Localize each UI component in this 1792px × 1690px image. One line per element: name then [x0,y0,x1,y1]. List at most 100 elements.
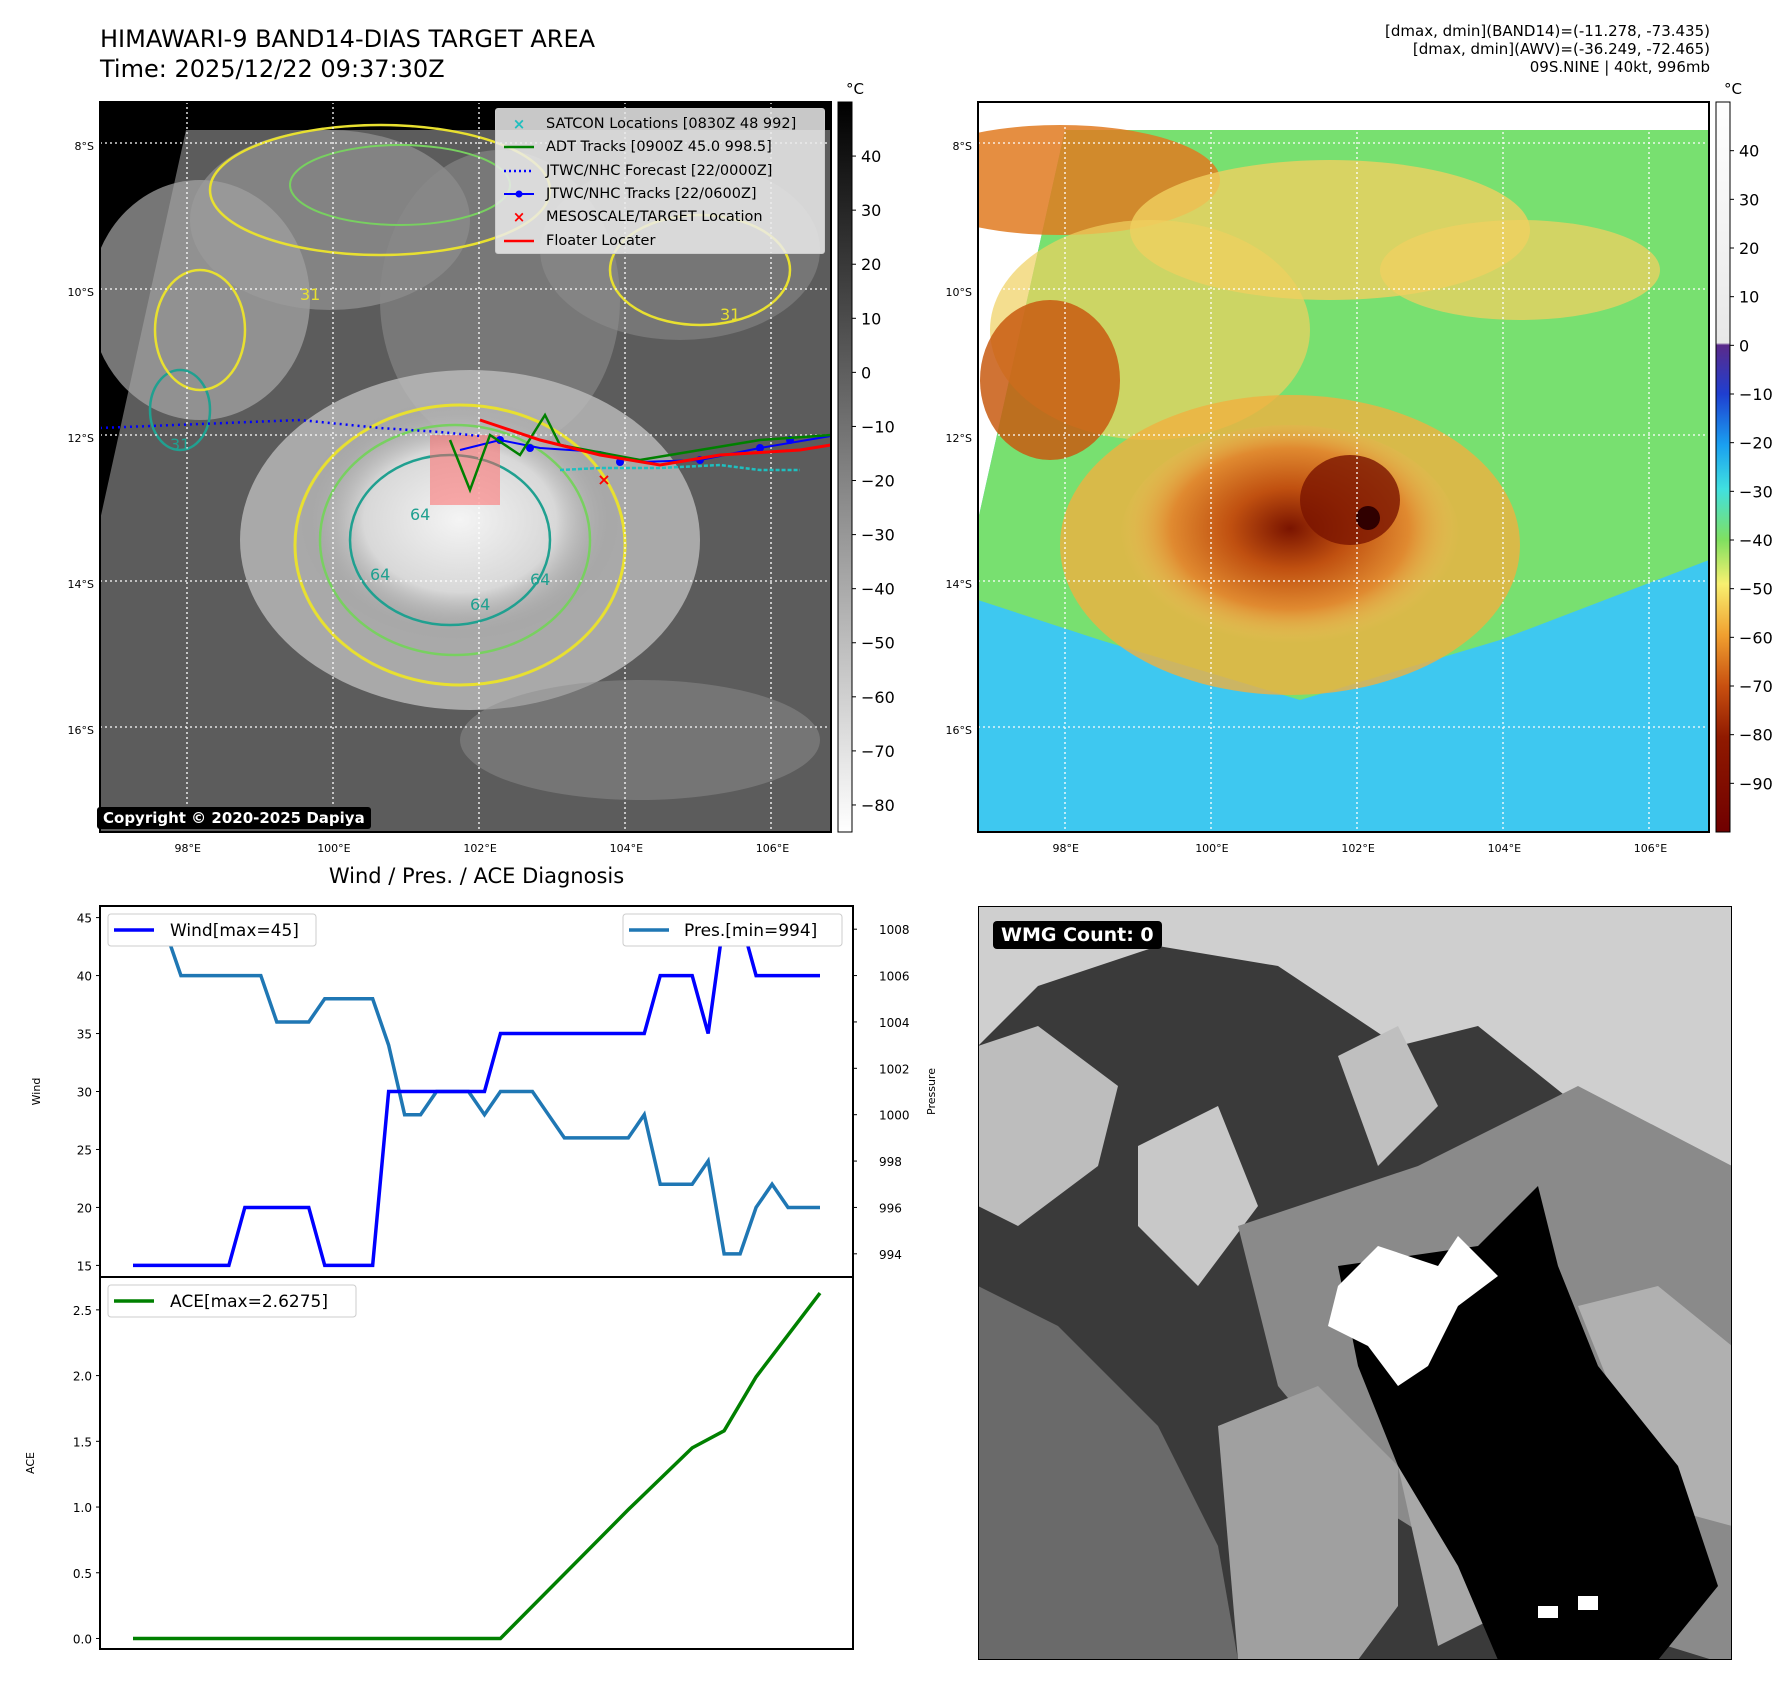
pressure-series-line [133,927,820,1256]
colorbar-tick-label: −30 [1739,482,1773,501]
pres-ytick-label: 1004 [879,1016,910,1030]
ir-legend: × SATCON Locations [0830Z 48 992] ADT Trac… [495,108,825,254]
colorbar-tick-label: −10 [861,417,895,436]
pres-ylabel: Pressure [925,1068,938,1115]
awv-lon-label: 100°E [1195,842,1228,855]
ir-colorbar-unit: °C [846,80,864,98]
awv-header-line2: [dmax, dmin](AWV)=(-36.249, -72.465) [1412,40,1710,58]
svg-text:ACE[max=2.6275]: ACE[max=2.6275] [170,1292,328,1312]
legend-entry: ADT Tracks [0900Z 45.0 998.5] [502,137,772,157]
colorbar-tick-label: 0 [861,363,871,382]
ir-lat-label: 8°S [75,140,94,153]
colorbar-tick-label: 10 [861,309,881,328]
wind-ytick-label: 30 [77,1086,92,1100]
ir-lon-label: 100°E [317,842,350,855]
awv-map-frame [977,101,1710,833]
colorbar-tick-label: −50 [861,634,895,653]
ace-ytick-label: 2.0 [73,1370,92,1384]
legend-label: Floater Locater [546,232,656,249]
legend-swatch-icon [502,234,536,248]
colorbar-tick-label: −90 [1739,774,1773,793]
svg-text:×: × [513,117,526,131]
awv-header-line3: 09S.NINE | 40kt, 996mb [1529,58,1710,76]
colorbar-tick-label: −70 [861,742,895,761]
pres-ytick-label: 994 [879,1248,902,1262]
legend-entry: × MESOSCALE/TARGET Location [502,207,763,227]
colorbar-tick-label: −60 [861,688,895,707]
svg-text:×: × [513,210,526,224]
colorbar-tick-label: 0 [1739,336,1749,355]
svg-text:Wind[max=45]: Wind[max=45] [170,921,299,941]
pres-ytick-label: 1000 [879,1109,910,1123]
ace-legend: ACE[max=2.6275] [107,1284,357,1318]
wind-ytick-label: 45 [77,912,92,926]
legend-entry: JTWC/NHC Tracks [22/0600Z] [502,184,757,204]
ace-ytick-label: 0.5 [73,1567,92,1581]
ir-lat-label: 16°S [68,724,94,737]
legend-swatch-icon: × [502,115,536,133]
ir-title-line2: Time: 2025/12/22 09:37:30Z [100,55,445,83]
legend-label: ADT Tracks [0900Z 45.0 998.5] [546,139,772,156]
ir-lon-label: 106°E [756,842,789,855]
ir-lon-label: 98°E [174,842,200,855]
contour-label: 64 [370,565,390,584]
legend-swatch-icon: × [502,208,536,226]
awv-lat-label: 8°S [953,140,972,153]
awv-lon-label: 106°E [1634,842,1667,855]
wind-ytick-label: 20 [77,1201,92,1215]
legend-entry: Floater Locater [502,231,655,251]
colorbar-tick-label: −50 [1739,580,1773,599]
pres-ytick-label: 998 [879,1155,902,1169]
awv-colorbar [1715,101,1731,833]
ir-title-line1: HIMAWARI-9 BAND14-DIAS TARGET AREA [100,25,596,53]
legend-label: SATCON Locations [0830Z 48 992] [546,116,797,132]
ir-colorbar [837,101,853,833]
contour-label: 64 [410,505,430,524]
colorbar-tick-label: −70 [1739,677,1773,696]
ace-ytick-label: 2.5 [73,1304,92,1318]
colorbar-tick-label: −80 [1739,726,1773,745]
pres-ytick-label: 1002 [879,1062,910,1076]
ace-series-line [133,1292,822,1641]
awv-lat-label: 12°S [946,432,972,445]
colorbar-tick-label: −20 [1739,434,1773,453]
legend-label: JTWC/NHC Forecast [22/0000Z] [546,162,773,179]
contour-label: 31 [170,435,190,454]
colorbar-tick-label: 40 [861,147,881,166]
colorbar-tick-label: −40 [861,580,895,599]
wmg-panel [978,906,1732,1660]
awv-header-line1: [dmax, dmin](BAND14)=(-11.278, -73.435) [1385,22,1710,40]
diagnosis-title: Wind / Pres. / ACE Diagnosis [328,864,625,888]
svg-text:Pres.[min=994]: Pres.[min=994] [684,921,817,941]
wind-series-line [133,915,820,1268]
wind-ytick-label: 40 [77,970,92,984]
awv-lon-label: 104°E [1488,842,1521,855]
colorbar-tick-label: −30 [861,526,895,545]
colorbar-tick-label: −40 [1739,531,1773,550]
copyright-badge: Copyright © 2020-2025 Dapiya [97,807,371,829]
contour-label: 31 [720,305,740,324]
legend-swatch-icon [502,164,536,178]
ace-ytick-label: 1.0 [73,1501,92,1515]
legend-label: JTWC/NHC Tracks [22/0600Z] [546,185,757,202]
colorbar-tick-label: 40 [1739,142,1759,161]
ace-ylabel: ACE [24,1452,37,1474]
awv-lat-label: 14°S [946,578,972,591]
diagnosis-chart-svg: 15 20 25 30 35 40 45 Wind 994 996 998 1000 1002 1004 1… [24,905,938,1650]
wmg-count-badge: WMG Count: 0 [993,921,1162,949]
awv-colorbar-unit: °C [1724,80,1742,98]
floater-track-line [479,418,831,467]
target-marker: × [597,470,610,489]
ir-lat-label: 12°S [68,432,94,445]
adt-track-line [448,412,831,494]
ir-lat-label: 10°S [68,286,94,299]
pres-ytick-label: 996 [879,1201,902,1215]
awv-lat-label: 10°S [946,286,972,299]
colorbar-tick-label: 20 [1739,239,1759,258]
colorbar-tick-label: −60 [1739,628,1773,647]
legend-label: MESOSCALE/TARGET Location [546,209,763,226]
awv-lat-label: 16°S [946,724,972,737]
pres-ytick-label: 1008 [879,923,910,937]
wind-ytick-label: 35 [77,1028,92,1042]
ace-ytick-label: 0.0 [73,1632,92,1646]
